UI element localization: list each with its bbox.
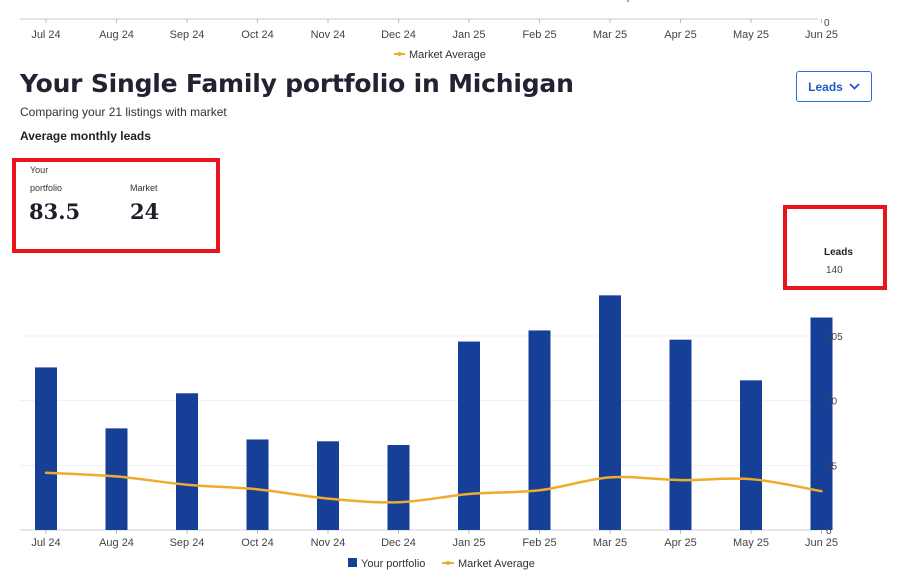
metric-dropdown-label: Leads	[808, 79, 843, 94]
portfolio-label-line2: portfolio	[30, 183, 63, 193]
y-tick-top: 140	[826, 265, 843, 276]
legend-market-label: Market Average	[458, 558, 535, 570]
market-value: 24	[130, 199, 160, 224]
top-x-tick-label: Dec 24	[381, 29, 416, 41]
axis-highlight-box	[783, 205, 887, 290]
y-tick-label: 70	[826, 397, 838, 408]
top-x-tick-label: Oct 24	[241, 29, 273, 41]
chevron-down-icon	[849, 83, 860, 90]
bar-mar-25[interactable]	[599, 295, 621, 530]
top-chart-x-ticks	[45, 19, 822, 23]
top-x-tick-label: Sep 24	[170, 29, 205, 41]
bar-jan-25[interactable]	[458, 341, 480, 530]
x-tick-label: May 25	[733, 537, 769, 549]
bar-nov-24[interactable]	[317, 441, 339, 530]
top-x-tick-label: Apr 25	[664, 29, 696, 41]
top-x-tick-label: Jan 25	[452, 29, 485, 41]
top-x-tick-label: Feb 25	[522, 29, 556, 41]
x-tick-label: Jun 25	[805, 537, 838, 549]
x-tick-label: Sep 24	[170, 537, 205, 549]
top-x-tick-label: Jul 24	[31, 29, 60, 41]
top-chart-legend: Market Average	[394, 49, 486, 61]
top-x-tick-label: Jun 25	[805, 29, 838, 41]
y-tick-label: 0	[826, 526, 832, 537]
bar-feb-25[interactable]	[528, 330, 551, 530]
market-label: Market	[130, 183, 158, 193]
x-tick-label: Feb 25	[522, 537, 556, 549]
y-axis-ticks: 0 35 70 105	[826, 332, 843, 537]
top-x-tick-label: Nov 24	[311, 29, 346, 41]
x-tick-label: Mar 25	[593, 537, 627, 549]
x-tick-label: Oct 24	[241, 537, 273, 549]
page-subtitle: Comparing your 21 listings with market	[20, 105, 227, 119]
x-tick-label: Jan 25	[452, 537, 485, 549]
legend-portfolio-label: Your portfolio	[361, 558, 425, 570]
bar-sep-24[interactable]	[176, 393, 198, 530]
chart-legend: Your portfolio Market Average	[348, 558, 535, 570]
legend-portfolio-swatch	[348, 558, 357, 567]
x-tick-label: Nov 24	[311, 537, 346, 549]
portfolio-value: 83.5	[29, 199, 81, 224]
y-tick-label: 35	[826, 461, 838, 472]
bar-aug-24[interactable]	[105, 428, 128, 530]
bar-oct-24[interactable]	[246, 439, 269, 530]
x-tick-label: Apr 25	[664, 537, 696, 549]
portfolio-label-line1: Your	[30, 165, 49, 175]
bar-may-25[interactable]	[740, 380, 762, 530]
top-legend-label: Market Average	[409, 49, 486, 61]
top-x-tick-label: Aug 24	[99, 29, 134, 41]
bar-jul-24[interactable]	[35, 367, 57, 530]
market-average-line	[44, 471, 823, 504]
x-tick-label: Dec 24	[381, 537, 416, 549]
x-axis-labels: Jul 24 Aug 24 Sep 24 Oct 24 Nov 24 Dec 24 Jan …	[31, 530, 838, 549]
top-chart-y-tick: 0	[824, 18, 830, 29]
bar-series	[35, 295, 833, 530]
x-tick-label: Jul 24	[31, 537, 60, 549]
legend-market-dot-swatch	[446, 561, 450, 565]
top-chart: 0 Jul 24 Aug 24 Sep 24 Oct 24 Nov 24 Dec 24 Ja…	[20, 0, 838, 61]
bar-jun-25[interactable]	[810, 317, 833, 530]
x-tick-label: Aug 24	[99, 537, 134, 549]
top-x-tick-label: May 25	[733, 29, 769, 41]
metric-dropdown-button[interactable]: Leads	[796, 71, 872, 102]
stats-highlight-box	[12, 158, 220, 253]
page-title: Your Single Family portfolio in Michigan	[20, 69, 574, 98]
bar-apr-25[interactable]	[669, 339, 692, 530]
top-legend-dot-swatch	[397, 52, 402, 56]
main-chart: 0 35 70 105 Jul 24 Aug 24 Sep 24 Oct 24 Nov 24 D…	[20, 295, 843, 570]
y-axis-title: Leads	[824, 247, 853, 258]
section-label: Average monthly leads	[20, 129, 151, 143]
top-chart-x-labels: Jul 24 Aug 24 Sep 24 Oct 24 Nov 24 Dec 24 Jan …	[31, 29, 838, 41]
top-x-tick-label: Mar 25	[593, 29, 627, 41]
y-tick-label: 105	[826, 332, 843, 343]
bar-dec-24[interactable]	[387, 445, 410, 530]
